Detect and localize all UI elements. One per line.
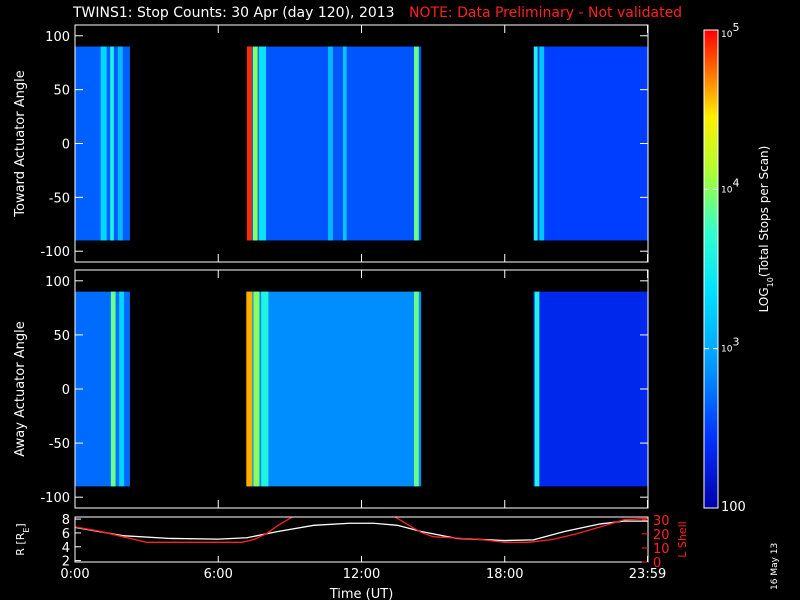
y-tick-label: -100 (40, 245, 70, 260)
y-tick-label: 50 (53, 84, 70, 99)
left-y-axis-label-sub: E (22, 528, 31, 533)
heatmap-segment (533, 291, 648, 487)
left-y-axis-label-main: R [R (14, 532, 27, 555)
heatmap-segment (246, 291, 422, 487)
x-tick-label: 18:00 (486, 567, 523, 582)
colorbar-tick-base: 10 (721, 345, 733, 355)
heatmap-band (252, 46, 258, 241)
y-tick-label: 0 (62, 383, 70, 398)
colorbar-tick-exp: 4 (732, 176, 739, 189)
right-y-tick-label: 0 (653, 556, 661, 571)
heatmap-band (100, 46, 107, 241)
right-y-tick-label: 30 (653, 514, 670, 529)
colorbar-tick-label: 100 (721, 500, 746, 515)
colorbar-label-sub: 10 (766, 277, 775, 287)
chart-title: TWINS1: Stop Counts: 30 Apr (day 120), 2… (73, 5, 682, 21)
colorbar-gradient (704, 30, 718, 508)
y-tick-label: -100 (40, 491, 70, 506)
heatmap-band (119, 291, 124, 487)
colorbar-tick-exp: 3 (732, 335, 739, 348)
y-tick-label: 100 (45, 30, 70, 45)
title-note: NOTE: Data Preliminary - Not validated (409, 5, 683, 21)
right-y-tick-label: 20 (653, 528, 670, 543)
left-y-tick-label: 4 (62, 541, 70, 556)
colorbar-tick-base: 10 (721, 30, 733, 40)
heatmap-band (533, 46, 538, 241)
colorbar-label: LOG10(Total Stops per Scan) (757, 146, 775, 313)
x-tick-label: 12:00 (343, 567, 380, 582)
heatmap-band (342, 46, 347, 241)
heatmap-band (414, 46, 419, 241)
y-axis-label: Away Actuator Angle (13, 321, 28, 456)
left-y-tick-label: 2 (62, 555, 70, 570)
x-axis-label: Time (UT) (329, 587, 394, 600)
y-tick-label: -50 (49, 191, 70, 206)
left-y-axis-label: R [RE] (14, 523, 31, 555)
right-y-axis-label: L Shell (676, 521, 689, 557)
y-tick-label: -50 (49, 437, 70, 452)
heatmap-segment (246, 46, 422, 241)
colorbar-tick-label: 105 (721, 21, 739, 41)
heatmap-band (110, 46, 114, 241)
colorbar-tick-base: 10 (721, 185, 733, 195)
colorbar-tick-base: 100 (721, 500, 746, 515)
y-axis-label: Toward Actuator Angle (13, 70, 28, 217)
heatmap-band (253, 291, 260, 487)
r-series-line (75, 520, 648, 542)
x-tick-label: 6:00 (204, 567, 233, 582)
colorbar-frame (703, 29, 719, 509)
heatmap-band (414, 291, 419, 487)
y-tick-label: 0 (62, 138, 70, 153)
right-y-tick-label: 10 (653, 542, 670, 557)
left-y-tick-label: 8 (62, 513, 70, 528)
colorbar-label-prefix: LOG (757, 287, 771, 312)
heatmap-band (246, 291, 253, 487)
x-tick-label: 0:00 (60, 567, 89, 582)
title-main: TWINS1: Stop Counts: 30 Apr (day 120), 2… (73, 5, 395, 21)
heatmap-band (110, 291, 116, 487)
left-y-tick-label: 6 (62, 527, 70, 542)
heatmap-band (534, 291, 540, 487)
colorbar-tick-label: 104 (721, 176, 739, 196)
y-tick-label: 50 (53, 329, 70, 344)
heatmap-band (328, 46, 333, 241)
heatmap-band (539, 46, 545, 241)
y-tick-label: 100 (45, 275, 70, 290)
away-angle-panel: 100 50 0 -50 -100 Away Actuator Angle (13, 269, 649, 509)
x-tick-label: 23:59 (629, 567, 666, 582)
heatmap-band (246, 46, 252, 241)
lshell-series-line (75, 517, 294, 543)
heatmap-band (117, 46, 123, 241)
left-y-axis-label-end: ] (14, 523, 27, 527)
colorbar-tick-label: 103 (721, 335, 739, 355)
heatmap-band (258, 46, 266, 241)
colorbar-label-suffix: (Total Stops per Scan) (757, 146, 771, 277)
heatmap-band (261, 291, 269, 487)
colorbar-tick-exp: 5 (732, 21, 739, 34)
lshell-series-line (393, 517, 648, 543)
toward-angle-panel: 100 50 0 -50 -100 Toward Actuator Angle (13, 24, 649, 263)
heatmap-segment (533, 46, 648, 241)
